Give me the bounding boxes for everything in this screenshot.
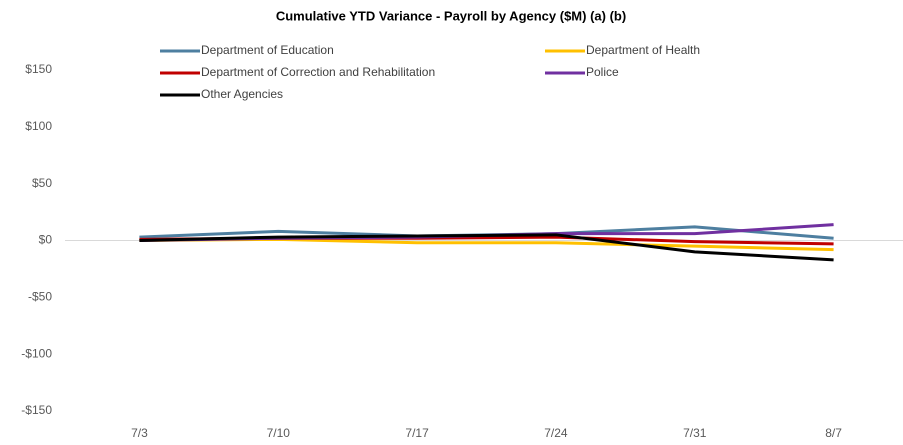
legend-label: Department of Education	[201, 43, 334, 57]
y-tick-label: -$100	[21, 346, 52, 360]
y-tick-label: $0	[39, 233, 53, 247]
x-tick-label: 7/31	[683, 426, 707, 440]
x-tick-label: 7/17	[405, 426, 429, 440]
y-tick-label: -$150	[21, 403, 52, 417]
x-tick-label: 7/24	[544, 426, 568, 440]
legend-label: Other Agencies	[201, 87, 283, 101]
y-tick-label: $100	[25, 119, 52, 133]
x-tick-label: 8/7	[825, 426, 842, 440]
legend-label: Department of Health	[586, 43, 700, 57]
series-line	[139, 233, 834, 262]
x-tick-label: 7/10	[267, 426, 291, 440]
x-tick-label: 7/3	[131, 426, 148, 440]
y-tick-label: $50	[32, 176, 52, 190]
legend-label: Department of Correction and Rehabilitat…	[201, 65, 435, 79]
y-tick-label: $150	[25, 62, 52, 76]
legend-label: Police	[586, 65, 619, 79]
y-tick-label: -$50	[28, 290, 52, 304]
chart-title: Cumulative YTD Variance - Payroll by Age…	[276, 8, 626, 23]
